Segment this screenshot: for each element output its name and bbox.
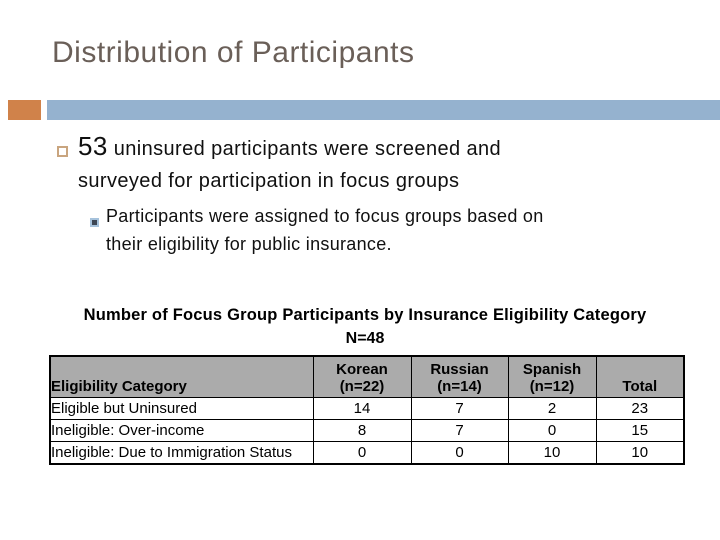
header-label: Total [622, 378, 658, 395]
bullet-sub-line2: their eligibility for public insurance. [106, 234, 392, 254]
table-row: Eligible but Uninsured 14 7 2 23 [49, 397, 685, 420]
header-label: Spanish [522, 361, 582, 378]
cell-russian: 7 [410, 419, 509, 442]
bullet-sub-line1: Participants were assigned to focus grou… [106, 206, 544, 226]
table-subtitle: N=48 [345, 330, 385, 347]
header-label: Russian [430, 361, 489, 378]
cell-russian: 7 [410, 397, 509, 420]
header-total: Total [595, 355, 685, 398]
accent-orange-block [8, 100, 41, 120]
table-header-row: Eligibility Category Korean (n=22) Russi… [49, 355, 685, 398]
header-sublabel: (n=12) [529, 378, 575, 395]
header-sublabel: (n=14) [437, 378, 482, 395]
cell-korean: 0 [312, 441, 412, 465]
bullet-main-text: 53 uninsured participants were screened … [78, 130, 663, 197]
bullet-main-lead: 53 [78, 131, 108, 161]
header-sublabel: (n=22) [339, 378, 385, 395]
cell-total: 15 [595, 419, 685, 442]
header-korean: Korean (n=22) [312, 355, 412, 398]
cell-spanish: 2 [507, 397, 597, 420]
cell-spanish: 10 [507, 441, 597, 465]
row-category: Eligible but Uninsured [49, 397, 314, 420]
cell-total: 10 [595, 441, 685, 465]
cell-spanish: 0 [507, 419, 597, 442]
cell-russian: 0 [410, 441, 509, 465]
cell-korean: 14 [312, 397, 412, 420]
header-russian: Russian (n=14) [410, 355, 509, 398]
participants-table: Eligibility Category Korean (n=22) Russi… [49, 355, 685, 465]
page-title: Distribution of Participants [52, 36, 415, 69]
row-category: Ineligible: Due to Immigration Status [49, 441, 314, 465]
cell-total: 23 [595, 397, 685, 420]
accent-blue-bar [47, 100, 720, 120]
header-label: Eligibility Category [51, 378, 187, 395]
row-category: Ineligible: Over-income [49, 419, 314, 442]
table-title: Number of Focus Group Participants by In… [83, 306, 647, 324]
bullet-main-line1: 53 uninsured participants were screened … [78, 130, 663, 165]
header-eligibility-category: Eligibility Category [49, 355, 314, 398]
table-row: Ineligible: Over-income 8 7 0 15 [49, 419, 685, 442]
bullet-sub-text: Participants were assigned to focus grou… [106, 202, 676, 258]
header-label: Korean [336, 361, 388, 378]
bullet-main-line1-rest: uninsured participants were screened and [113, 138, 502, 160]
bullet-square-icon [57, 146, 68, 157]
header-spanish: Spanish (n=12) [507, 355, 597, 398]
table-row: Ineligible: Due to Immigration Status 0 … [49, 441, 685, 465]
bullet-main-line2: surveyed for participation in focus grou… [78, 170, 460, 192]
cell-korean: 8 [312, 419, 412, 442]
sub-bullet-square-icon [90, 218, 99, 227]
